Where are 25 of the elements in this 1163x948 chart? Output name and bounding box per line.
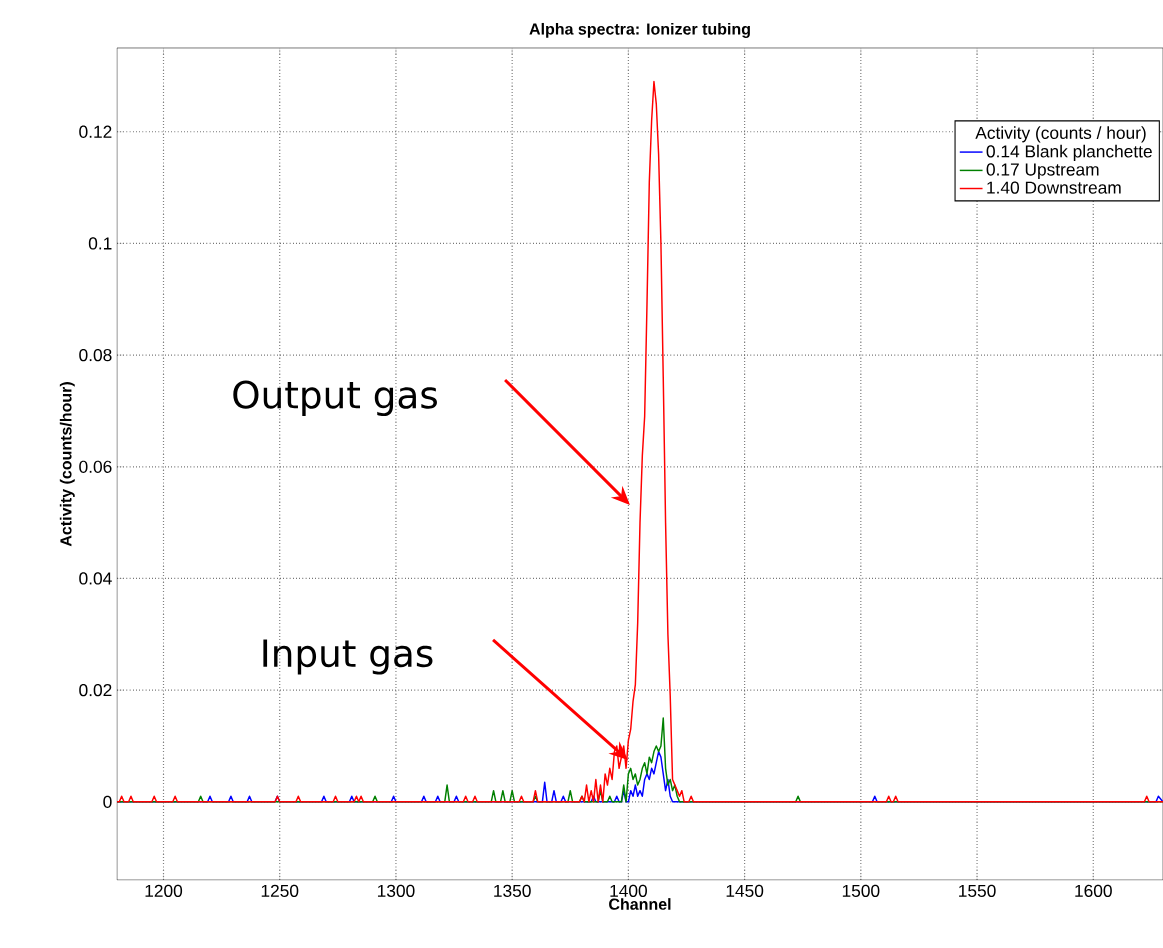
legend-label: 0.14 Blank planchette	[986, 144, 1152, 161]
y-tick-label: 0.12	[79, 125, 112, 138]
y-tick-label: 0.08	[79, 348, 112, 362]
annotation: Output gas	[233, 380, 437, 416]
legend-title: Activity (counts / hour)	[975, 126, 1146, 143]
x-tick-label: 1200	[145, 884, 183, 897]
x-tick-label: 1400	[610, 884, 647, 897]
y-tick-label: 0.02	[79, 683, 112, 697]
x-tick-label: 1250	[261, 884, 299, 897]
x-tick-label: 1350	[494, 884, 531, 897]
y-tick-label: 0.04	[79, 572, 112, 585]
x-tick-label: 1550	[959, 884, 996, 897]
legend-label: 0.17 Upstream	[986, 163, 1099, 180]
chart-title: Alpha spectra: Ionizer tubing	[529, 22, 750, 38]
x-tick-label: 1600	[1075, 884, 1112, 897]
annotation: Input gas	[263, 639, 433, 675]
x-tick-label: 1450	[726, 884, 764, 897]
y-tick-label: 0	[103, 795, 112, 808]
x-tick-label: 1300	[377, 884, 415, 897]
y-tick-label: 0.06	[79, 460, 112, 473]
x-tick-label: 1500	[842, 884, 880, 897]
x-axis-title: Channel	[609, 898, 671, 910]
y-axis-title: Activity (counts/hour)	[59, 382, 75, 547]
legend-label: 1.40 Downstream	[987, 181, 1121, 194]
y-tick-label: 0.1	[88, 237, 112, 250]
